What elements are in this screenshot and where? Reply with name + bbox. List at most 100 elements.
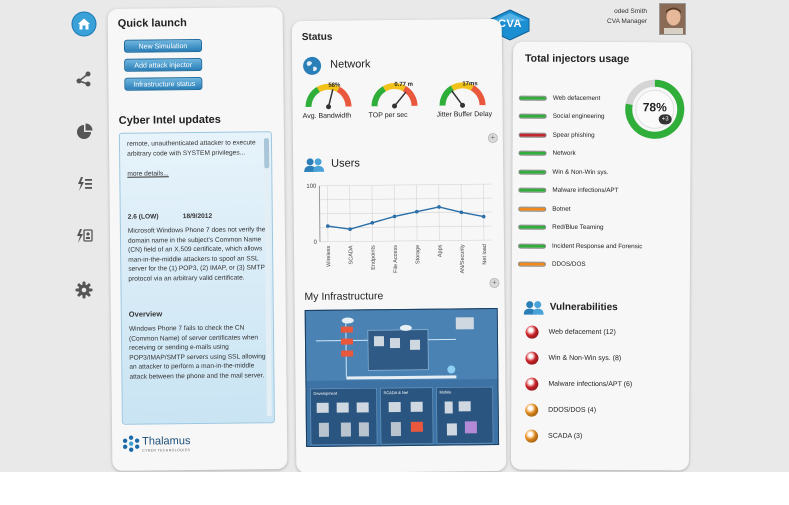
- intel-date: 18/9/2012: [182, 212, 213, 221]
- gauge-dial: [439, 82, 486, 108]
- injector-label: Malware infections/APT: [552, 186, 619, 195]
- nav-attacks[interactable]: [70, 170, 98, 198]
- injector-row[interactable]: Red/Blue Teaming: [518, 221, 604, 233]
- intel-body: Microsoft Windows Phone 7 does not verif…: [127, 226, 266, 283]
- network-expand-button[interactable]: +: [487, 132, 498, 144]
- infrastructure-status-button[interactable]: Infrastructure status: [124, 76, 203, 91]
- vulnerabilities-list: Web defacement (12) Win & Non-Win sys. (8…: [513, 42, 691, 443]
- vulnerability-row[interactable]: Win & Non-Win sys. (8): [525, 350, 621, 367]
- cyber-intel-feed[interactable]: remote, unauthenticated attacker to exec…: [118, 131, 275, 425]
- injector-usage-bar: [518, 95, 547, 101]
- users-data-point: [348, 227, 352, 231]
- injector-usage-bar: [518, 150, 547, 156]
- globe-icon: [303, 56, 322, 75]
- vulnerabilities-icon: [523, 301, 544, 315]
- infrastructure-map[interactable]: Development SCADA & Net Mobile: [304, 307, 500, 447]
- vulnerability-row[interactable]: Malware infections/APT (6): [525, 376, 632, 393]
- intel-scroll-thumb[interactable]: [263, 138, 270, 169]
- attack-report-icon: [77, 229, 93, 243]
- logo-text: CVA: [498, 18, 522, 30]
- injector-usage-bar: [518, 224, 547, 230]
- nav-network[interactable]: [70, 65, 98, 93]
- donut-value: 78%: [642, 100, 667, 115]
- gauge-2: 17ms Jitter Buffer Delay: [436, 79, 493, 118]
- x-tick-label: File Access: [393, 245, 399, 273]
- cyber-intel-title: Cyber Intel updates: [118, 113, 221, 127]
- users-title: Users: [331, 157, 360, 170]
- vulnerability-row[interactable]: SCADA (3): [525, 428, 582, 444]
- x-tick-label: Endpoints: [371, 245, 377, 270]
- injector-usage-bar: [518, 132, 547, 138]
- nav-reports[interactable]: [70, 118, 98, 146]
- nav-settings[interactable]: [70, 276, 98, 304]
- injector-usage-bar: [517, 261, 546, 267]
- more-details-link[interactable]: more details...: [127, 170, 169, 178]
- injectors-panel: Total injectors usage Web defacement Soci…: [510, 41, 692, 471]
- infrastructure-title: My Infrastructure: [304, 290, 384, 303]
- injectors-list: Web defacement Social engineering Spear ph…: [513, 42, 691, 268]
- injector-row[interactable]: Web defacement: [518, 92, 601, 104]
- injector-row[interactable]: Malware infections/APT: [518, 184, 619, 197]
- home-icon: [71, 11, 97, 37]
- injector-row[interactable]: DDOS/DOS: [517, 258, 586, 270]
- infrastructure-diagram: [305, 308, 500, 447]
- injector-row[interactable]: Botnet: [518, 203, 570, 215]
- injector-label: Spear phishing: [552, 131, 595, 139]
- users-data-point: [370, 220, 375, 225]
- gauge-0: 58% Avg. Bandwidth: [302, 80, 354, 120]
- x-tick-label: AN/Security: [460, 244, 466, 273]
- gauge-label: TOP per sec: [368, 111, 408, 120]
- vulnerability-row[interactable]: DDOS/DOS (4): [525, 402, 596, 418]
- overview-heading: Overview: [128, 309, 163, 319]
- x-tick-label: Storage: [415, 245, 421, 264]
- nav-attack-reports[interactable]: [70, 222, 98, 250]
- brand-name: Thalamus: [142, 435, 191, 448]
- grid-line: [319, 239, 492, 243]
- injector-usage-bar: [518, 243, 547, 249]
- vulnerability-row[interactable]: Web defacement (12): [525, 324, 616, 340]
- add-attack-injector-button[interactable]: Add attack injector: [124, 57, 203, 72]
- gauge-label: Jitter Buffer Delay: [436, 111, 493, 119]
- injector-row[interactable]: Spear phishing: [518, 129, 595, 141]
- dashboard-app: CVA oded Smith CVA Manager Quick launch …: [0, 0, 789, 472]
- severity-dot-icon: [525, 429, 539, 443]
- gauge-dial: [371, 83, 418, 109]
- thalamus-logo-icon: [122, 435, 140, 452]
- injector-row[interactable]: Social engineering: [518, 110, 605, 122]
- x-tick-label: Wireless: [326, 245, 332, 266]
- users-data-point: [392, 214, 397, 219]
- users-data-point: [481, 214, 486, 219]
- y-tick-label: 0: [314, 240, 318, 246]
- injector-row[interactable]: Network: [518, 147, 576, 159]
- severity-dot-icon: [525, 377, 539, 391]
- injectors-donut[interactable]: 78% +3: [623, 77, 687, 141]
- users-expand-button[interactable]: +: [489, 277, 500, 289]
- sidebar-nav: [60, 0, 108, 472]
- vulnerability-label: Win & Non-Win sys. (8): [548, 354, 622, 362]
- gear-icon: [75, 281, 93, 299]
- vulnerabilities-title: Vulnerabilities: [549, 301, 618, 314]
- network-gauges: 58% Avg. Bandwidth 0.77 m TOP per sec 17ms Ji…: [292, 19, 502, 120]
- quick-launch-panel: Quick launch New Simulation Add attack i…: [107, 7, 288, 471]
- vulnerability-label: Web defacement (12): [548, 328, 616, 336]
- intel-intro-text: remote, unauthenticated attacker to exec…: [126, 139, 256, 158]
- grid-line: [319, 183, 492, 187]
- users-line-chart: 0 100 Wireless SCADA Endpoints File Access Sto…: [306, 183, 492, 273]
- injector-label: Botnet: [552, 205, 571, 213]
- vulnerability-label: Malware infections/APT (6): [548, 380, 633, 388]
- user-role: CVA Manager: [607, 18, 647, 25]
- grid-line: [319, 197, 492, 201]
- x-tick-label: SCADA: [348, 245, 354, 264]
- injector-label: Social engineering: [552, 112, 605, 121]
- overview-text: Windows Phone 7 fails to check the CN (C…: [128, 324, 266, 381]
- nav-home[interactable]: [70, 10, 98, 38]
- users-data-point: [414, 209, 419, 214]
- network-nodes-icon: [76, 71, 91, 87]
- injectors-title: Total injectors usage: [525, 52, 630, 66]
- new-simulation-button[interactable]: New Simulation: [123, 38, 203, 53]
- injector-row[interactable]: Incident Response and Forensic: [518, 240, 642, 253]
- injector-row[interactable]: Win & Non-Win sys.: [518, 166, 608, 178]
- quick-launch-title: Quick launch: [117, 17, 187, 30]
- user-avatar[interactable]: [659, 3, 686, 35]
- status-panel: Status Network 58% Avg. Bandwidth 0.77 m TO…: [291, 18, 507, 472]
